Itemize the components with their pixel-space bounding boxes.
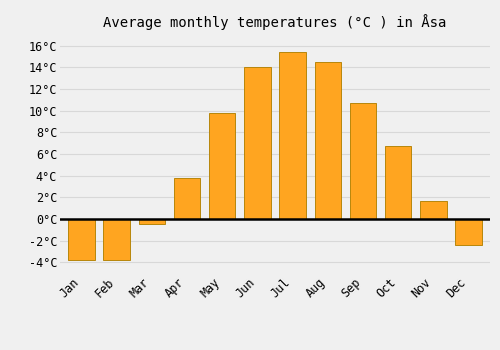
Bar xyxy=(68,219,94,260)
Bar xyxy=(350,103,376,219)
Bar xyxy=(104,219,130,260)
Bar xyxy=(456,219,481,245)
Bar xyxy=(385,146,411,219)
Bar xyxy=(138,219,165,224)
Bar xyxy=(280,52,306,219)
Bar xyxy=(174,178,200,219)
Bar xyxy=(244,68,270,219)
Bar xyxy=(209,113,236,219)
Bar xyxy=(314,62,341,219)
Bar xyxy=(420,201,446,219)
Title: Average monthly temperatures (°C ) in Åsa: Average monthly temperatures (°C ) in Ås… xyxy=(104,14,446,30)
